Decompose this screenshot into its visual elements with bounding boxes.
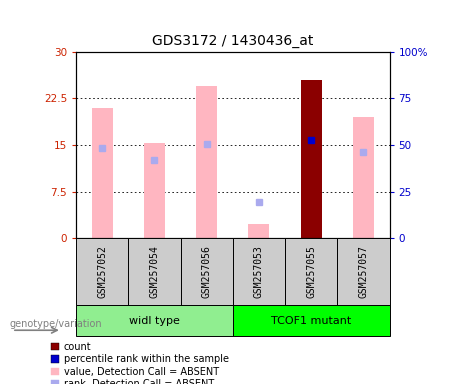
- Bar: [76, 238, 128, 305]
- Text: TCOF1 mutant: TCOF1 mutant: [271, 316, 351, 326]
- Text: GSM257053: GSM257053: [254, 245, 264, 298]
- Text: GSM257056: GSM257056: [201, 245, 212, 298]
- Bar: [196, 86, 217, 238]
- Bar: [337, 238, 390, 305]
- Bar: [233, 238, 285, 305]
- Text: GSM257055: GSM257055: [306, 245, 316, 298]
- Bar: [181, 238, 233, 305]
- Bar: [76, 305, 233, 336]
- Bar: [248, 224, 269, 238]
- Text: widl type: widl type: [129, 316, 180, 326]
- Bar: [353, 117, 374, 238]
- Text: GSM257052: GSM257052: [97, 245, 107, 298]
- Title: GDS3172 / 1430436_at: GDS3172 / 1430436_at: [152, 34, 313, 48]
- Bar: [285, 238, 337, 305]
- Bar: [128, 238, 181, 305]
- Bar: [233, 305, 390, 336]
- Text: GSM257057: GSM257057: [358, 245, 368, 298]
- Bar: [92, 108, 112, 238]
- Bar: [301, 80, 322, 238]
- Legend: count, percentile rank within the sample, value, Detection Call = ABSENT, rank, : count, percentile rank within the sample…: [51, 342, 229, 384]
- Text: GSM257054: GSM257054: [149, 245, 160, 298]
- Bar: [144, 143, 165, 238]
- Text: genotype/variation: genotype/variation: [9, 319, 102, 329]
